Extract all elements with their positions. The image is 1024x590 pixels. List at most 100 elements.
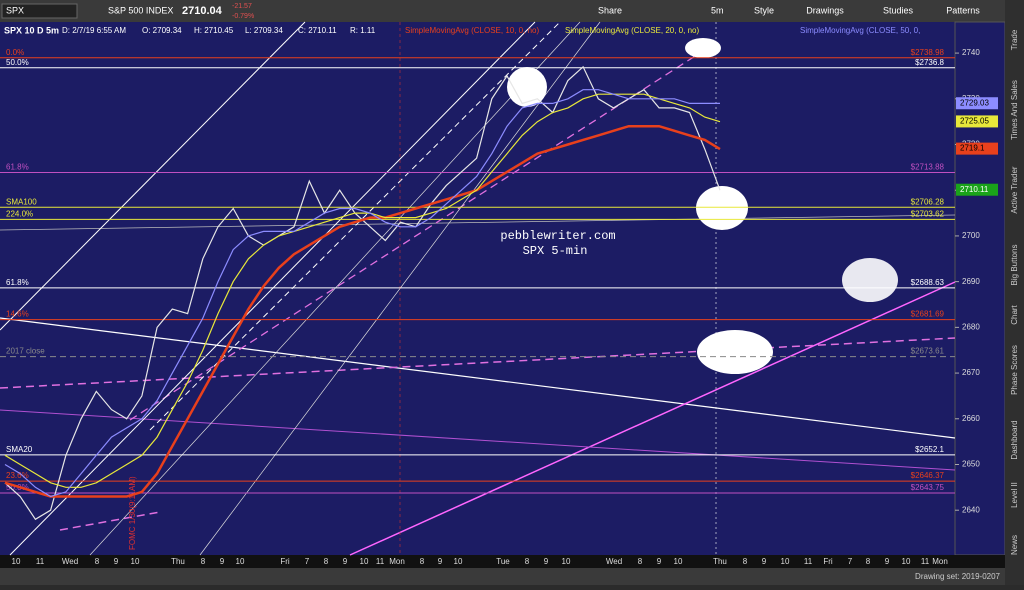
x-tick-label: 10 bbox=[360, 557, 369, 566]
x-tick-label: 7 bbox=[848, 557, 853, 566]
sidebar-tab[interactable]: Active Trader bbox=[1010, 166, 1019, 213]
last-price: 2710.04 bbox=[182, 5, 223, 17]
level-label: $2681.69 bbox=[911, 310, 945, 319]
x-tick-label: Fri bbox=[280, 557, 290, 566]
x-tick-label: 9 bbox=[544, 557, 549, 566]
sidebar-tab[interactable]: Dashboard bbox=[1010, 420, 1019, 459]
x-tick-label: Thu bbox=[171, 557, 185, 566]
level-label: $2646.37 bbox=[911, 471, 945, 480]
legend-entry: SimpleMovingAvg (CLOSE, 10, 0, no) bbox=[405, 26, 539, 35]
level-label: $2673.61 bbox=[911, 347, 945, 356]
level-name: 14.6% bbox=[6, 310, 29, 319]
sidebar-tab[interactable]: Chart bbox=[1010, 304, 1019, 324]
moving-average bbox=[4, 124, 721, 498]
toolbar-button[interactable]: Style bbox=[754, 5, 774, 15]
watermark-sub: SPX 5-min bbox=[523, 244, 588, 258]
y-tick-label: 2650 bbox=[962, 460, 980, 469]
x-tick-label: 10 bbox=[131, 557, 140, 566]
ohlc-info: D: 2/7/19 6:55 AM bbox=[62, 26, 126, 35]
symbol: SPX bbox=[6, 5, 24, 15]
level-name: 61.8% bbox=[6, 163, 29, 172]
symbol-box[interactable] bbox=[1, 3, 78, 19]
moving-average bbox=[4, 89, 720, 498]
sidebar-tab[interactable]: Level II bbox=[1010, 482, 1019, 508]
chart-area bbox=[0, 22, 955, 555]
value-box-label: 2729.03 bbox=[960, 98, 989, 107]
x-tick-label: 9 bbox=[220, 557, 225, 566]
level-label: $2643.75 bbox=[911, 483, 945, 492]
x-tick-label: Fri bbox=[823, 557, 833, 566]
change-pct: -0.79% bbox=[232, 13, 254, 20]
x-tick-label: Wed bbox=[62, 557, 78, 566]
sidebar-tab[interactable]: Trade bbox=[1010, 29, 1019, 50]
last-price-box bbox=[956, 183, 998, 196]
toolbar-button[interactable]: Share bbox=[598, 5, 622, 15]
x-tick-label: 8 bbox=[324, 557, 329, 566]
value-box-label: 2725.05 bbox=[960, 117, 989, 126]
x-tick-label: 11 bbox=[376, 557, 385, 566]
value-box bbox=[956, 115, 998, 128]
sidebar-tab[interactable]: Times And Sales bbox=[1010, 80, 1019, 140]
level-label: $2703.62 bbox=[911, 209, 945, 218]
chart-symbol: SPX 10 D 5m bbox=[4, 25, 59, 35]
fomc-note: FOMC 1/30(9:11AM) bbox=[128, 476, 137, 550]
x-tick-label: 7 bbox=[305, 557, 310, 566]
y-tick-label: 2670 bbox=[962, 368, 980, 377]
toolbar-button[interactable]: Drawings bbox=[806, 5, 844, 15]
level-name: SMA20 bbox=[6, 445, 33, 454]
ohlc-info: H: 2710.45 bbox=[194, 26, 234, 35]
level-label: $2736.8 bbox=[915, 58, 944, 67]
level-label: $2706.28 bbox=[911, 197, 945, 206]
level-name: 0.0% bbox=[6, 48, 24, 57]
y-tick-label: 2700 bbox=[962, 231, 980, 240]
ohlc-info: R: 1.11 bbox=[350, 26, 376, 35]
interval[interactable]: 5m bbox=[711, 5, 724, 15]
sidebar-tab[interactable]: Big Buttons bbox=[1010, 245, 1019, 286]
y-tick-label: 2680 bbox=[962, 322, 980, 331]
x-tick-label: 8 bbox=[743, 557, 748, 566]
level-label: $2713.88 bbox=[911, 163, 945, 172]
level-name: SMA100 bbox=[6, 197, 37, 206]
drawing-set: Drawing set: 2019-0207 bbox=[915, 572, 1000, 581]
x-tick-label: 9 bbox=[438, 557, 443, 566]
y-tick-label: 2740 bbox=[962, 48, 980, 57]
level-label: $2652.1 bbox=[915, 445, 944, 454]
x-tick-label: 11 bbox=[804, 557, 813, 566]
x-tick-label: 9 bbox=[885, 557, 890, 566]
value-box bbox=[956, 142, 998, 155]
level-label: $2738.98 bbox=[911, 48, 945, 57]
sidebar bbox=[1005, 0, 1024, 585]
level-name: 2017 close bbox=[6, 347, 45, 356]
toolbar-button[interactable]: Studies bbox=[883, 5, 914, 15]
value-box-label: 2719.1 bbox=[960, 144, 985, 153]
ohlc-info: O: 2709.34 bbox=[142, 26, 182, 35]
toolbar bbox=[0, 0, 1024, 22]
y-tick-label: 2690 bbox=[962, 277, 980, 286]
level-name: 224.0% bbox=[6, 209, 33, 218]
x-tick-label: 8 bbox=[866, 557, 871, 566]
footer bbox=[0, 568, 1005, 585]
x-tick-label: 10 bbox=[236, 557, 245, 566]
sidebar-tab[interactable]: Phase Scores bbox=[1010, 345, 1019, 395]
x-tick-label: 8 bbox=[525, 557, 530, 566]
level-name: 61.8% bbox=[6, 278, 29, 287]
x-tick-label: 11 bbox=[36, 557, 45, 566]
level-name: 23.6% bbox=[6, 471, 29, 480]
trendlines bbox=[0, 21, 956, 556]
level-name: 50.0% bbox=[6, 58, 29, 67]
x-tick-label: 11 bbox=[921, 557, 930, 566]
x-tick-label: 8 bbox=[420, 557, 425, 566]
toolbar-button[interactable]: Patterns bbox=[946, 5, 980, 15]
x-tick-label: 9 bbox=[762, 557, 767, 566]
x-tick-label: 8 bbox=[638, 557, 643, 566]
x-tick-label: 9 bbox=[657, 557, 662, 566]
x-tick-label: 8 bbox=[201, 557, 206, 566]
sidebar-tab[interactable]: News bbox=[1010, 535, 1019, 555]
last-price-label: 2710.11 bbox=[960, 185, 989, 194]
ohlc-info: C: 2710.11 bbox=[298, 26, 337, 35]
legend-entry: SimpleMovingAvg (CLOSE, 50, 0, bbox=[800, 26, 920, 35]
x-tick-label: 8 bbox=[95, 557, 100, 566]
change: -21.57 bbox=[232, 3, 252, 10]
legend-entry: SimpleMovingAvg (CLOSE, 20, 0, no) bbox=[565, 26, 699, 35]
